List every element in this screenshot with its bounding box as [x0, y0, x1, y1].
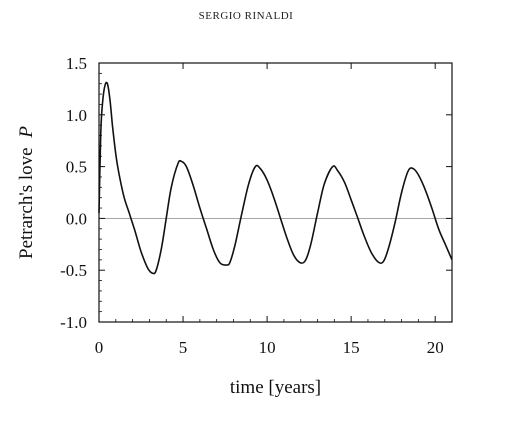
y-tick-label: -1.0 — [60, 313, 87, 332]
y-tick-label: 0.0 — [66, 209, 87, 228]
x-tick-label: 0 — [95, 338, 104, 357]
x-tick-label: 15 — [343, 338, 360, 357]
series-group — [98, 81, 453, 275]
y-axis-title: Petrarch's love P — [16, 126, 37, 259]
y-tick-label: -0.5 — [60, 261, 87, 280]
y-tick-label: 0.5 — [66, 158, 87, 177]
x-tick-label: 5 — [179, 338, 188, 357]
x-tick-label: 10 — [259, 338, 276, 357]
plot-frame-group — [98, 62, 453, 323]
y-tick-label: 1.5 — [66, 54, 87, 73]
y-axis-title-text: Petrarch's love — [16, 147, 37, 259]
running-head: SERGIO RINALDI — [198, 10, 294, 22]
y-tick-label: 1.0 — [66, 106, 87, 125]
plot-frame — [98, 62, 453, 323]
x-tick-label: 20 — [427, 338, 444, 357]
series-line-0 — [98, 81, 453, 275]
x-ticks-group: 0 5 10 15 20 — [95, 63, 444, 357]
x-axis-title: time [years] — [230, 377, 321, 398]
y-axis-title-symbol: P — [16, 126, 37, 139]
y-ticks-group: 1.5 1.0 0.5 0.0 -0.5 -1.0 — [60, 54, 452, 332]
